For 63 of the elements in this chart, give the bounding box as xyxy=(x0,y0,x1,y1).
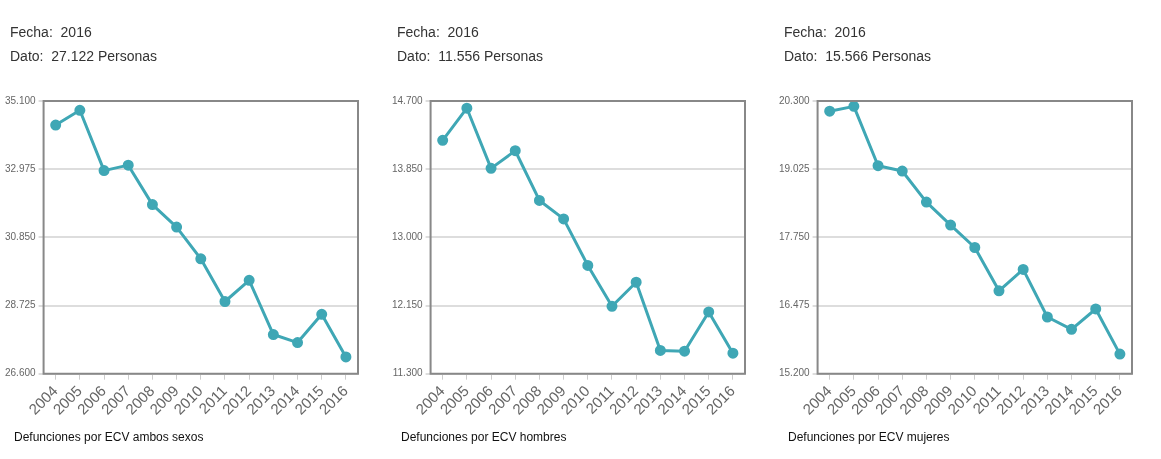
point xyxy=(533,194,545,206)
point xyxy=(98,165,110,177)
y-tick-label: 35.100 xyxy=(4,94,37,106)
y-tick-label: 13.850 xyxy=(391,162,424,174)
point xyxy=(993,285,1005,297)
y-tick-label: 26.600 xyxy=(4,367,37,379)
point xyxy=(1017,263,1029,275)
point xyxy=(945,219,957,231)
point xyxy=(461,102,473,114)
point xyxy=(50,119,62,131)
y-tick-label: 28.725 xyxy=(4,299,37,311)
text: Fecha: 2016 xyxy=(784,23,867,42)
point xyxy=(340,351,352,363)
point xyxy=(122,159,134,171)
point xyxy=(703,306,715,318)
text: Dato: 27.122 Personas xyxy=(10,47,158,66)
point xyxy=(267,329,279,341)
point xyxy=(316,308,328,320)
point xyxy=(1041,311,1053,323)
text: Defunciones por ECV hombres xyxy=(401,430,567,444)
point xyxy=(219,296,231,307)
y-tick-label: 12.150 xyxy=(391,299,424,311)
point xyxy=(74,104,86,116)
point xyxy=(485,162,497,174)
point xyxy=(896,165,908,177)
point xyxy=(920,196,932,208)
point xyxy=(606,300,618,312)
point xyxy=(243,274,255,286)
text: Fecha: 2016 xyxy=(397,23,480,42)
y-tick-label: 30.850 xyxy=(4,231,37,243)
point xyxy=(582,259,594,271)
point xyxy=(848,101,860,112)
point xyxy=(654,344,666,356)
point xyxy=(437,134,449,146)
point xyxy=(1114,348,1126,360)
point xyxy=(195,253,207,265)
point xyxy=(679,345,691,357)
y-tick-label: 13.000 xyxy=(391,231,424,243)
point xyxy=(824,105,836,117)
y-tick-label: 14.700 xyxy=(391,94,424,106)
point xyxy=(969,242,981,253)
y-tick-label: 17.750 xyxy=(778,231,811,243)
y-tick-label: 32.975 xyxy=(4,162,37,174)
y-tick-label: 15.200 xyxy=(778,367,811,379)
text: Defunciones por ECV ambos sexos xyxy=(14,430,204,444)
point xyxy=(171,221,183,233)
text: Fecha: 2016 xyxy=(10,23,93,42)
point xyxy=(558,213,570,225)
y-tick-label: 16.475 xyxy=(778,299,811,311)
y-tick-label: 11.300 xyxy=(392,367,424,379)
point xyxy=(146,199,158,211)
point xyxy=(727,347,739,359)
point xyxy=(630,276,642,288)
point xyxy=(872,160,884,172)
point xyxy=(1090,303,1102,315)
y-tick-label: 20.300 xyxy=(778,94,811,106)
text: Dato: 15.566 Personas xyxy=(784,47,932,66)
point xyxy=(1066,323,1078,335)
text: Defunciones por ECV mujeres xyxy=(788,430,950,444)
text: Dato: 11.556 Personas xyxy=(397,47,544,66)
y-tick-label: 19.025 xyxy=(778,162,811,174)
point xyxy=(292,337,304,349)
point xyxy=(509,145,521,157)
